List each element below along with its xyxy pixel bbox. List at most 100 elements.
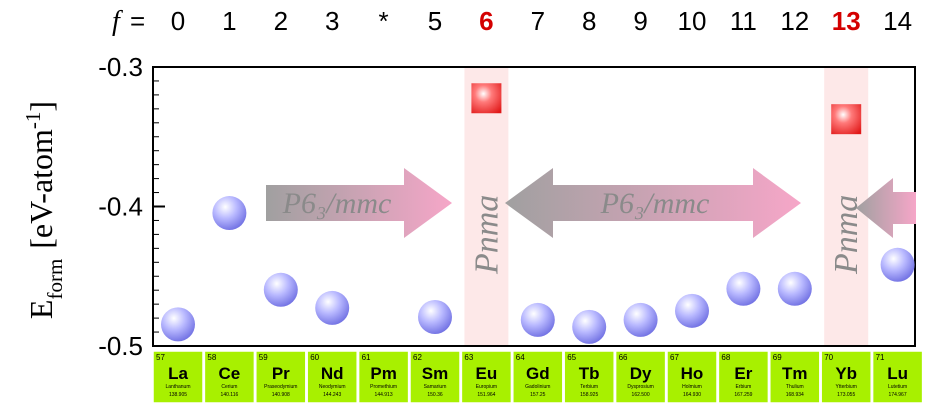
element-symbol: Pm: [370, 364, 396, 383]
point-ce: [212, 196, 247, 231]
element-cell-bg: [306, 350, 358, 404]
y-tick-label: -0.3: [98, 52, 143, 82]
data-points: [161, 83, 915, 344]
element-cell-bg: [152, 350, 204, 404]
element-number: 59: [259, 353, 268, 362]
element-name: Ytterbium: [835, 384, 856, 390]
element-number: 64: [516, 353, 525, 362]
y-tick-label: -0.4: [98, 192, 143, 222]
ylabel-sub: form: [43, 259, 67, 300]
element-symbol: Pr: [272, 364, 290, 383]
element-name: Europium: [476, 384, 497, 390]
element-name: Cerium: [221, 384, 237, 390]
f-label: 9: [633, 6, 647, 36]
f-label: 10: [678, 6, 707, 36]
phase-label-pnma: Pnma: [468, 195, 505, 275]
f-label: 6: [479, 6, 493, 36]
arrow-p63mmc-center: [505, 168, 801, 238]
element-name: Erbium: [735, 384, 751, 390]
element-cell-bg: [820, 350, 872, 404]
element-cell-bg: [255, 350, 307, 404]
element-mass: 168.934: [786, 392, 804, 398]
y-tick-label: -0.5: [98, 331, 143, 361]
element-number: 70: [824, 353, 833, 362]
ylabel-close: ]: [23, 101, 59, 112]
element-mass: 162.500: [632, 392, 650, 398]
point-eu: [471, 83, 502, 114]
element-mass: 164.930: [683, 392, 701, 398]
arrow-p63mmc-left: [266, 168, 452, 238]
f-electron-count-row: f = 0 1 2 3 * 5 6 7 8 9 10 11 12 13 14: [112, 6, 912, 37]
point-er: [726, 271, 761, 306]
element-symbol: Ce: [219, 364, 241, 383]
f-label: 5: [428, 6, 442, 36]
element-number: 61: [362, 353, 371, 362]
element-symbol: Yb: [835, 364, 857, 383]
element-number: 68: [721, 353, 730, 362]
element-number: 63: [464, 353, 473, 362]
element-mass: 151.964: [477, 392, 495, 398]
element-symbol: Dy: [630, 364, 652, 383]
f-label: 11: [730, 6, 757, 36]
point-nd: [315, 290, 350, 325]
f-label: 14: [883, 6, 912, 36]
element-symbol: Er: [734, 364, 752, 383]
element-name: Holmium: [682, 384, 702, 390]
element-mass: 158.925: [580, 392, 598, 398]
ylabel-exp: -1: [21, 112, 45, 130]
element-name: Samarium: [424, 384, 447, 390]
element-symbol: La: [168, 364, 188, 383]
element-symbol: Sm: [422, 364, 448, 383]
f-prefix: f: [112, 6, 123, 37]
element-name: Lutetium: [888, 384, 907, 390]
phase-arrows: P6₃/mmc P6₃/mmc: [266, 168, 916, 238]
point-tm: [777, 271, 812, 306]
element-symbol: Eu: [476, 364, 498, 383]
element-symbol: Ho: [681, 364, 704, 383]
y-axis: -0.3 -0.4 -0.5: [98, 52, 915, 361]
element-number: 67: [670, 353, 679, 362]
element-number: 66: [619, 353, 628, 362]
element-number: 60: [310, 353, 319, 362]
svg-text:Eform[eV-atom-1]: Eform [eV-atom-1]: [21, 101, 67, 319]
element-cell-bg: [357, 350, 410, 404]
phase-label-left: P6₃/mmc: [282, 187, 392, 220]
f-label: 13: [832, 6, 861, 36]
element-cell-bg: [717, 350, 770, 404]
ylabel-unit: [eV-atom: [23, 129, 59, 249]
element-mass: 140.908: [272, 392, 290, 398]
element-name: Terbium: [580, 384, 598, 390]
f-label: 2: [274, 6, 288, 36]
y-axis-title: Eform [eV-atom-1]: [21, 101, 67, 319]
element-mass: 150.36: [427, 392, 443, 398]
element-number: 69: [773, 353, 782, 362]
element-cell-bg: [614, 350, 667, 404]
point-sm: [418, 299, 452, 334]
point-lu: [880, 247, 915, 282]
element-number: 65: [567, 353, 576, 362]
element-number: 62: [413, 353, 422, 362]
element-symbol: Tm: [782, 364, 808, 383]
f-label: *: [379, 6, 389, 36]
element-cell-bg: [460, 350, 513, 404]
f-label: 3: [325, 6, 339, 36]
point-tb: [572, 309, 607, 344]
element-name: Lanthanum: [165, 384, 190, 390]
element-mass: 174.967: [889, 392, 907, 398]
f-label: 7: [531, 6, 545, 36]
element-mass: 144.913: [375, 392, 393, 398]
element-mass: 167.259: [734, 392, 752, 398]
element-name: Dysprosium: [627, 384, 653, 390]
